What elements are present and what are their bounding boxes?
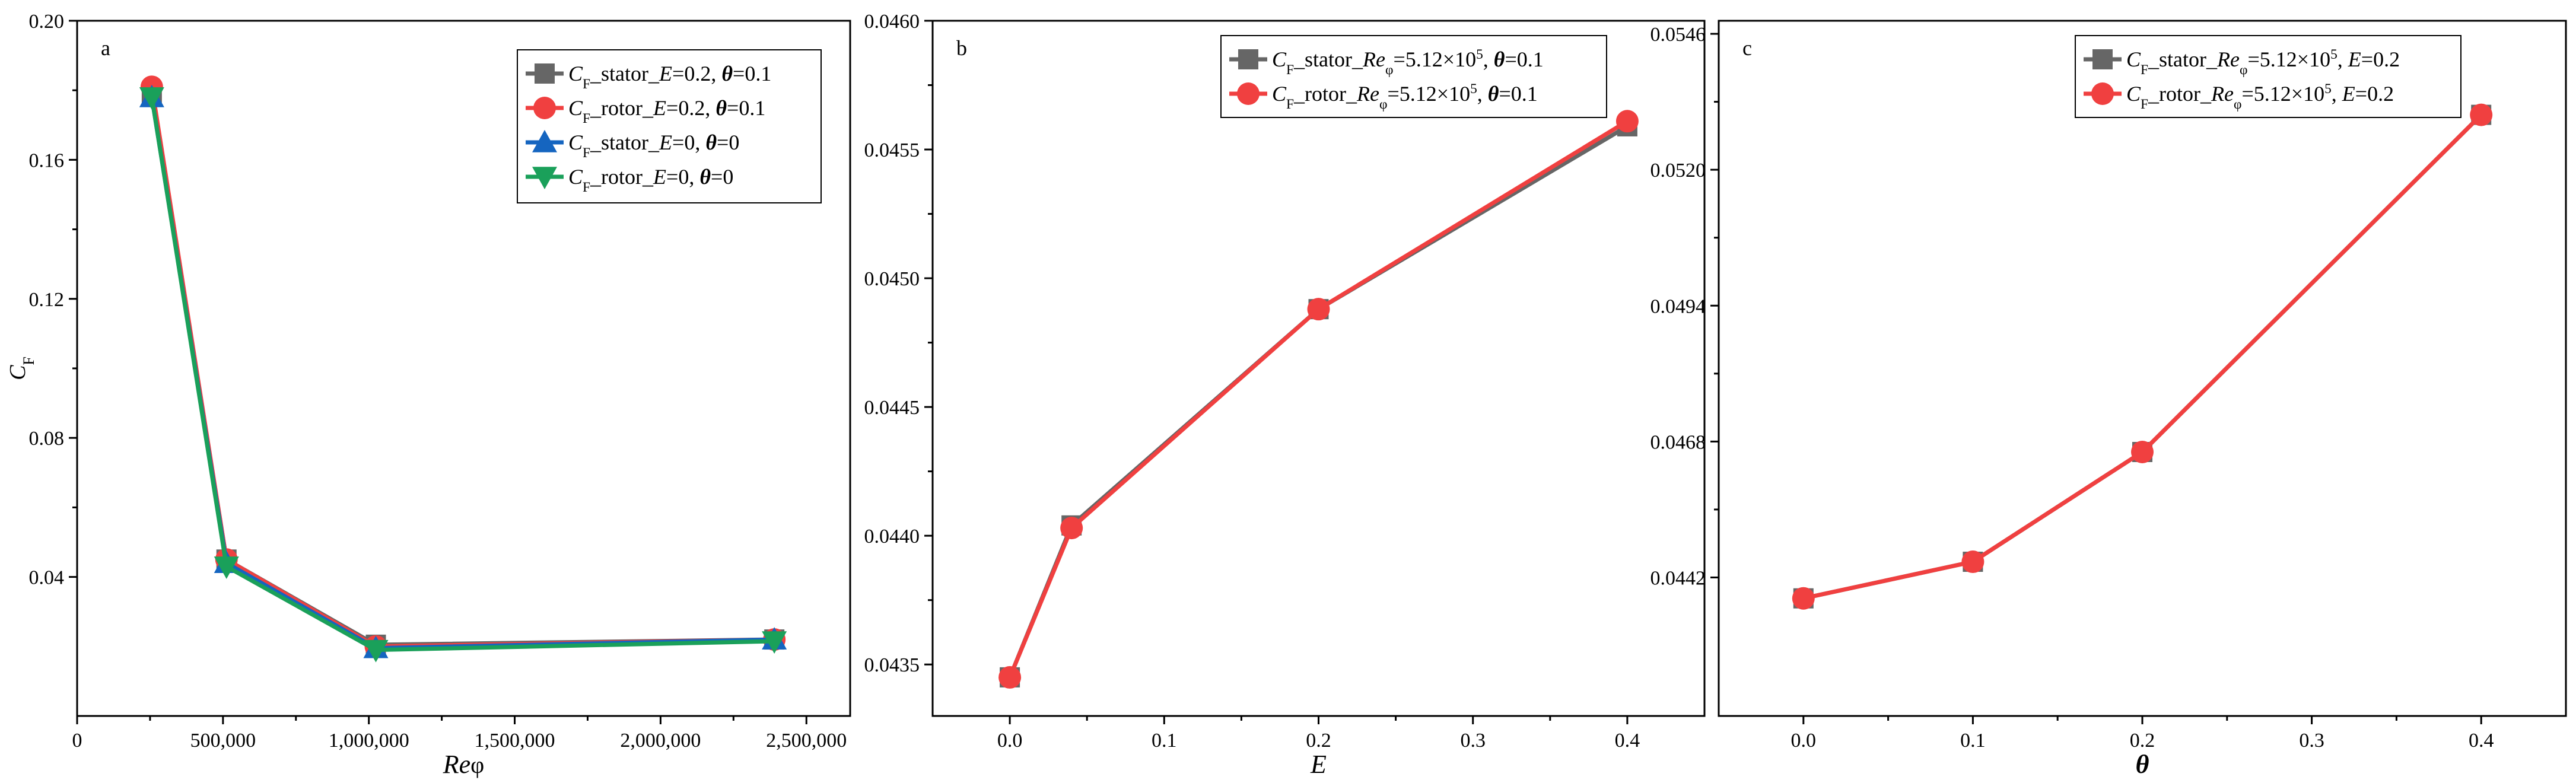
legend-label: CF_rotor_Reφ=5.12×105, E=0.2 [2126, 81, 2394, 112]
legend-label: CF_stator_E=0.2, θ=0.1 [568, 62, 771, 92]
data-point [1060, 517, 1083, 540]
legend-label: CF_stator_Reφ=5.12×105, θ=0.1 [1272, 47, 1544, 78]
legend: CF_stator_E=0.2, θ=0.1 CF_rotor_E=0.2, θ=… [517, 49, 822, 203]
y-tick-label: 0.0435 [864, 654, 920, 676]
legend-box [2075, 35, 2461, 118]
legend-label: CF_rotor_E=0.2, θ=0.1 [568, 96, 765, 126]
data-point [762, 631, 787, 654]
x-axis-label: E [1310, 750, 1327, 779]
chart-panel-c: 0.0442 0.0468 0.0494 0.0520 0.0546 0.0 0.1 0.2 0… [1650, 20, 2567, 779]
y-tick-label: 0.16 [29, 149, 65, 171]
x-axis-label: θ [2136, 750, 2149, 779]
panel-label: b [956, 36, 967, 60]
panel-label: a [101, 36, 110, 60]
legend-swatch-marker [2091, 82, 2114, 105]
x-tick-label: 0 [72, 730, 82, 752]
x-tick-label: 0.2 [1306, 730, 1331, 752]
legend-box [517, 49, 822, 203]
series-0 [1793, 104, 2492, 609]
x-tick-label: 0.3 [1460, 730, 1486, 752]
legend-swatch-marker [532, 167, 557, 189]
chart-panel-b: 0.0435 0.0440 0.0445 0.0450 0.0455 0.0460 0.0 0… [864, 11, 1706, 779]
y-tick-label: 0.0445 [864, 397, 920, 419]
legend-swatch-marker [1238, 49, 1258, 69]
series-3 [139, 87, 787, 663]
y-tick-label: 0.08 [29, 428, 65, 450]
data-point [2131, 440, 2154, 463]
x-tick-label: 0.2 [2130, 730, 2155, 752]
legend-entry: CF_stator_Reφ=5.12×105, θ=0.1 [1229, 47, 1544, 78]
x-tick-label: 2,000,000 [620, 730, 701, 752]
y-tick-label: 0.0468 [1650, 431, 1706, 453]
legend-entry: CF_rotor_Reφ=5.12×105, E=0.2 [2084, 81, 2394, 112]
y-tick-label: 0.04 [29, 567, 65, 589]
x-tick-label: 0.3 [2299, 730, 2324, 752]
x-axis-label: Reφ [443, 750, 485, 779]
y-tick-label: 0.12 [29, 289, 65, 311]
legend-entry: CF_stator_E=0.2, θ=0.1 [526, 62, 771, 92]
series-1 [1792, 103, 2493, 610]
series-0 [1000, 116, 1637, 687]
y-tick-label: 0.20 [29, 11, 65, 33]
legend-swatch-marker [533, 97, 556, 119]
legend-label: CF_rotor_E=0, θ=0 [568, 165, 733, 195]
data-point [1792, 587, 1815, 610]
legend-box [1220, 35, 1607, 118]
chart-panel-a: 0.04 0.08 0.12 0.16 0.20 0 500,000 1,000,000 1,5… [5, 11, 851, 779]
series-line [1007, 124, 1629, 679]
legend-entry: CF_rotor_E=0, θ=0 [526, 165, 733, 195]
series-line [150, 97, 775, 652]
legend-entry: CF_rotor_E=0.2, θ=0.1 [526, 96, 765, 126]
x-tick-label: 0.1 [1152, 730, 1177, 752]
x-tick-label: 0.4 [2469, 730, 2494, 752]
y-axis-label: CF [5, 357, 37, 380]
legend-label: CF_stator_E=0, θ=0 [568, 130, 739, 161]
data-point [214, 556, 239, 580]
legend-entry: CF_stator_E=0, θ=0 [526, 130, 739, 161]
data-point [1615, 110, 1639, 133]
y-tick-label: 0.0460 [864, 11, 920, 33]
legend-swatch-marker [532, 130, 557, 152]
legend: CF_stator_Reφ=5.12×105, θ=0.1CF_rotor_Re… [1220, 35, 1607, 118]
legend-entry: CF_rotor_Reφ=5.12×105, θ=0.1 [1229, 81, 1538, 112]
legend-swatch-marker [535, 63, 555, 84]
y-tick-label: 0.0450 [864, 268, 920, 290]
y-tick-label: 0.0440 [864, 526, 920, 548]
legend: CF_stator_Reφ=5.12×105, E=0.2CF_rotor_Re… [2075, 35, 2461, 118]
data-point [998, 666, 1022, 689]
y-tick-label: 0.0546 [1650, 24, 1706, 46]
y-tick-label: 0.0442 [1650, 567, 1706, 589]
y-tick-label: 0.0455 [864, 139, 920, 161]
legend-swatch-marker [1237, 82, 1260, 105]
data-point [363, 639, 389, 663]
x-tick-label: 0.0 [1791, 730, 1817, 752]
legend-label: CF_rotor_Reφ=5.12×105, θ=0.1 [1272, 81, 1538, 112]
data-point [139, 87, 164, 110]
x-tick-label: 500,000 [190, 730, 256, 752]
data-point [2470, 103, 2493, 126]
series-line [1803, 113, 2483, 601]
x-tick-label: 1,000,000 [329, 730, 409, 752]
series-1 [998, 110, 1639, 689]
legend-label: CF_stator_Reφ=5.12×105, E=0.2 [2126, 47, 2400, 78]
x-tick-label: 0.1 [1960, 730, 1986, 752]
plot-frame [931, 20, 1706, 717]
x-tick-label: 2,500,000 [766, 730, 847, 752]
x-tick-label: 0.4 [1615, 730, 1640, 752]
legend-swatch-marker [2092, 49, 2113, 69]
plot-frame [1718, 20, 2567, 717]
y-tick-label: 0.0520 [1650, 160, 1706, 182]
data-point [1307, 298, 1330, 321]
data-point [1961, 550, 1985, 574]
legend-entry: CF_stator_Reφ=5.12×105, E=0.2 [2084, 47, 2400, 78]
x-tick-label: 0.0 [997, 730, 1023, 752]
x-tick-label: 1,500,000 [475, 730, 555, 752]
y-tick-label: 0.0494 [1650, 295, 1706, 317]
panel-label: c [1742, 36, 1752, 60]
series-line [1007, 119, 1629, 679]
series-line [1803, 113, 2483, 601]
